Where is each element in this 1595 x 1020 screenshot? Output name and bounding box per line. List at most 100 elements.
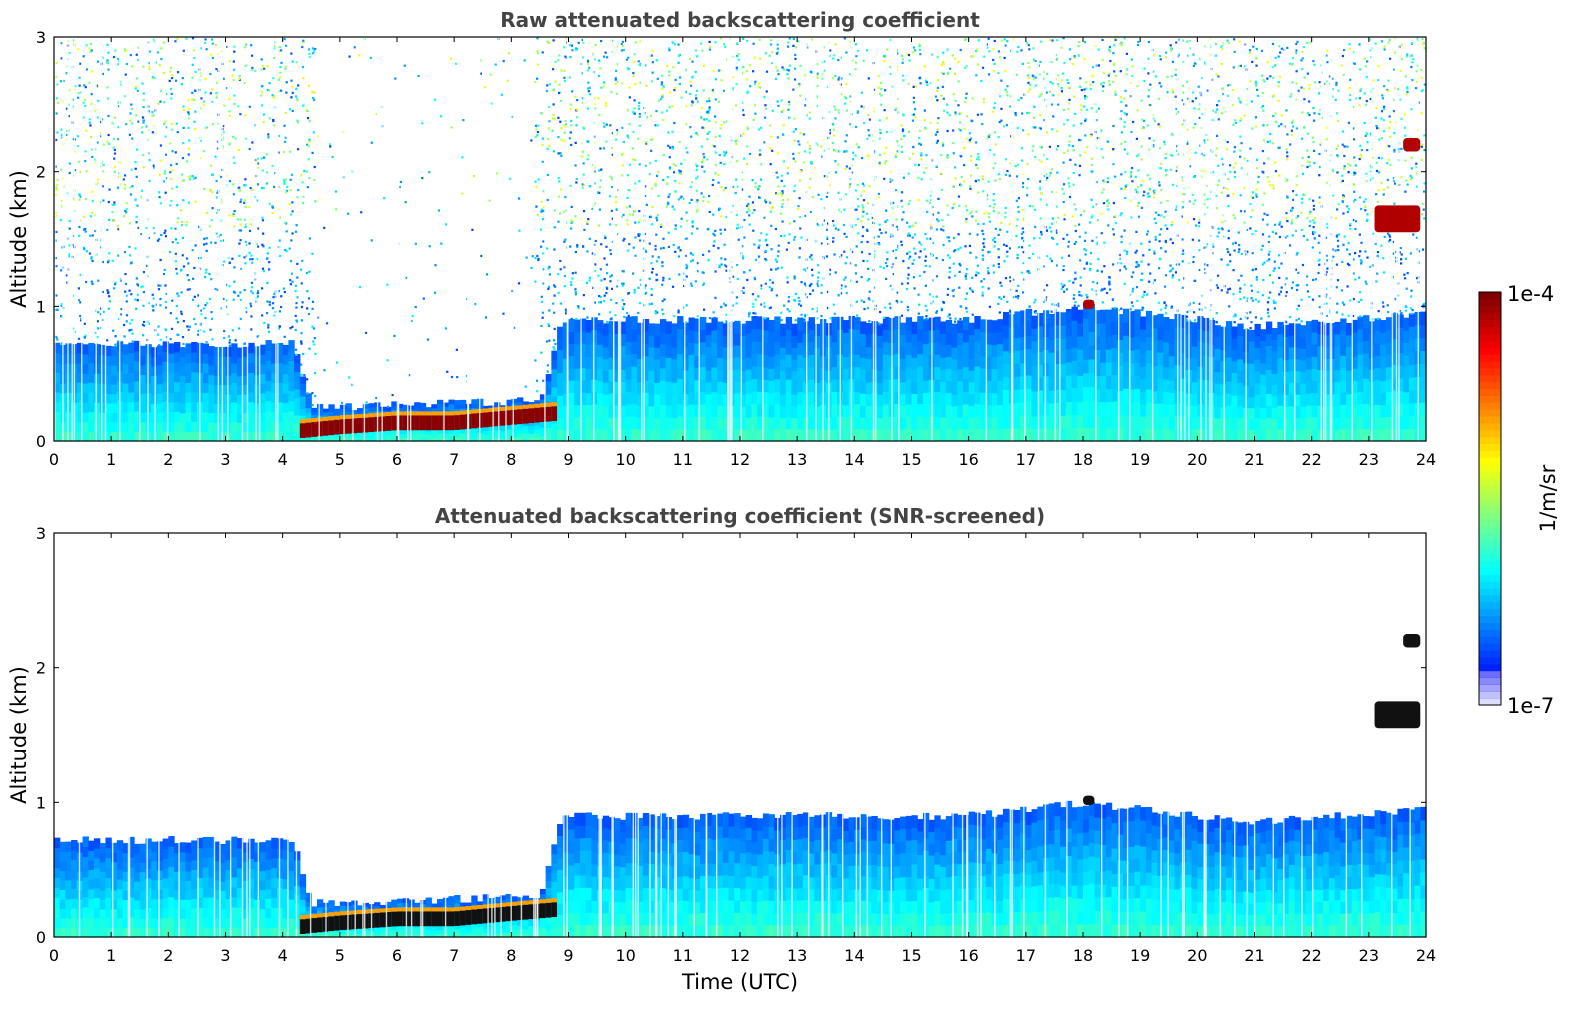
heatmap-cell [734, 392, 741, 406]
noise-dot [605, 291, 608, 295]
noise-dot [953, 57, 957, 60]
noise-dot [751, 293, 755, 296]
heatmap-cell [602, 346, 610, 360]
noise-dot [764, 257, 767, 261]
noise-dot [615, 138, 618, 141]
noise-dot [811, 195, 814, 199]
noise-dot [312, 98, 316, 101]
heatmap-cell [242, 365, 249, 376]
noise-dot [152, 297, 155, 300]
noise-dot [808, 117, 811, 120]
noise-dot [900, 300, 903, 303]
noise-dot [552, 284, 556, 287]
noise-dot [677, 54, 680, 58]
noise-dot [271, 205, 274, 208]
noise-dot [278, 239, 281, 242]
noise-dot [128, 133, 132, 136]
noise-dot [614, 78, 617, 81]
heatmap-cell [774, 416, 781, 430]
noise-dot [694, 280, 697, 283]
noise-dot [878, 153, 881, 156]
noise-dot [713, 316, 716, 320]
noise-dot [557, 59, 560, 62]
noise-dot [886, 48, 889, 51]
noise-dot [648, 173, 651, 176]
noise-dot [912, 46, 916, 49]
noise-dot [106, 289, 109, 292]
noise-dot [948, 114, 951, 117]
noise-dot [240, 267, 243, 271]
noise-dot [925, 79, 928, 82]
noise-dot [668, 105, 671, 109]
noise-dot [136, 204, 139, 207]
noise-dot [55, 230, 58, 234]
noise-dot [600, 168, 603, 171]
noise-dot [638, 163, 641, 166]
noise-dot [243, 218, 247, 221]
noise-dot [113, 283, 117, 286]
noise-dot [720, 123, 723, 127]
heatmap-cell [511, 403, 518, 408]
noise-dot [737, 58, 740, 61]
noise-dot [788, 233, 791, 236]
heatmap-cell [168, 362, 175, 374]
noise-dot [535, 205, 538, 208]
heatmap-cell [762, 354, 770, 368]
noise-dot [444, 327, 447, 330]
noise-dot [906, 282, 909, 285]
noise-dot [83, 84, 86, 87]
heatmap-cell [517, 432, 524, 438]
noise-dot [135, 175, 138, 178]
noise-dot [941, 218, 944, 222]
noise-dot [753, 56, 756, 59]
noise-dot [535, 128, 538, 131]
noise-dot [953, 320, 957, 323]
noise-dot [575, 181, 578, 184]
noise-dot [856, 110, 860, 113]
noise-dot [285, 189, 289, 193]
noise-dot [187, 126, 190, 130]
noise-dot [668, 277, 671, 280]
noise-dot [271, 211, 274, 215]
noise-dot [885, 209, 888, 212]
noise-dot [725, 320, 728, 324]
heatmap-cell [214, 403, 221, 414]
noise-dot [638, 233, 642, 236]
heatmap-cell [717, 369, 724, 382]
heatmap-cell [654, 417, 661, 430]
heatmap-cell [585, 404, 592, 418]
aerosol-layer-edge [471, 409, 478, 414]
heatmap-cell [425, 407, 432, 412]
noise-dot [912, 113, 916, 116]
noise-dot [225, 299, 229, 302]
heatmap-cell [757, 391, 764, 405]
noise-dot [307, 48, 311, 51]
heatmap-cell [174, 361, 181, 373]
heatmap-cell [842, 392, 850, 406]
heatmap-cell [654, 429, 661, 442]
heatmap-cell [259, 344, 267, 355]
noise-dot [232, 213, 235, 216]
noise-dot [809, 177, 812, 180]
noise-dot [307, 312, 311, 316]
noise-dot [602, 81, 606, 84]
noise-dot [907, 273, 910, 276]
noise-dot [906, 221, 909, 224]
noise-dot [261, 219, 265, 222]
noise-dot [77, 96, 80, 99]
heatmap-cell [911, 357, 918, 371]
noise-dot [620, 49, 623, 52]
heatmap-cell [265, 430, 272, 442]
noise-dot [611, 240, 615, 243]
heatmap-cell [780, 335, 787, 348]
noise-dot [637, 233, 640, 236]
aerosol-layer-cell [356, 418, 364, 433]
heatmap-cell [905, 379, 913, 393]
noise-dot [439, 115, 443, 118]
heatmap-cell [288, 420, 295, 432]
noise-dot [329, 145, 332, 148]
heatmap-cell [585, 319, 592, 333]
noise-dot [837, 191, 840, 194]
noise-dot [557, 176, 560, 180]
noise-dot [279, 76, 282, 79]
